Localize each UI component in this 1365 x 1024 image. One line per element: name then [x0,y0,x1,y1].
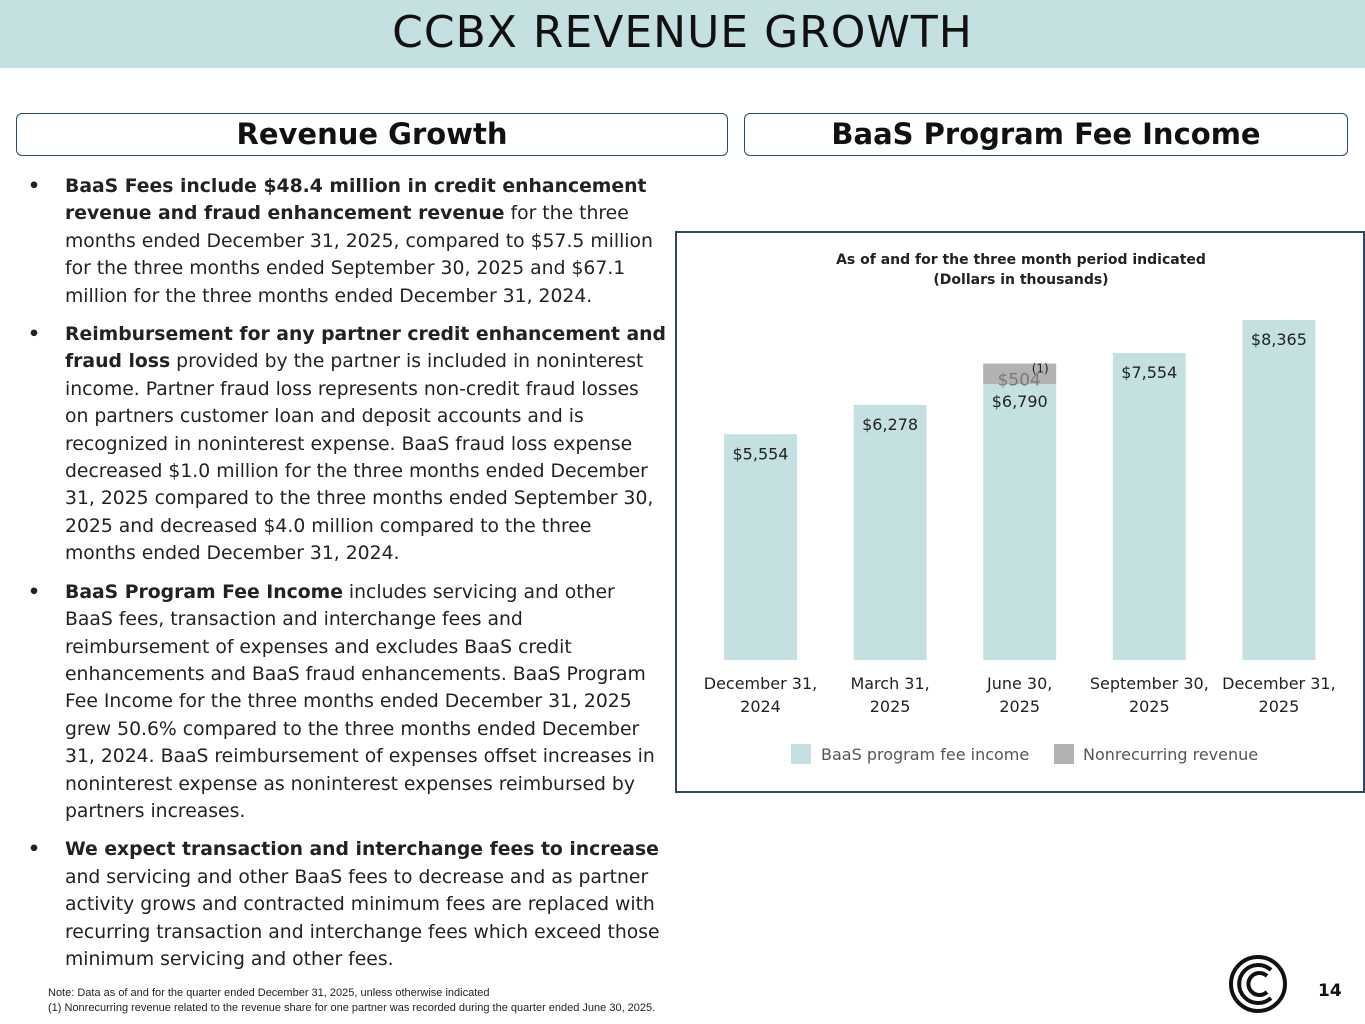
data-label-baas-fee-income: $7,554 [1121,363,1177,382]
bullet-text: for the three months ended December 31, … [65,203,653,307]
page-title: CCBX REVENUE GROWTH [392,7,973,58]
bar-nonrecurring-revenue [983,363,1057,385]
bullet-item: • Reimbursement for any partner credit en… [28,321,668,568]
legend-label-baas-fee-income: BaaS program fee income [821,745,1029,764]
bullet-list: • BaaS Fees include $48.4 million in cred… [28,173,668,984]
bullet-bold: BaaS Fees include $48.4 million in credi… [65,176,647,225]
bar-baas-fee-income [724,434,797,660]
bullet-dot: • [28,324,41,346]
chart-frame: As of and for the three month period ind… [675,231,1365,793]
x-tick-label: June 30, [986,674,1052,693]
footnotes: Note: Data as of and for the quarter end… [48,986,655,1016]
bullet-dot: • [28,581,41,603]
bullet-dot: • [28,839,41,861]
data-label-nonrecurring: $504 [998,371,1041,391]
data-label-baas-fee-income: $6,790 [992,392,1048,411]
bullet-text: includes servicing and other BaaS fees, … [65,581,655,822]
bullet-text: and servicing and other BaaS fees to dec… [65,866,660,970]
x-tick-label: 2024 [740,697,781,716]
data-label-baas-fee-income: $8,365 [1251,330,1307,349]
legend-swatch-baas-fee-income [791,744,811,764]
bullet-item: • BaaS Fees include $48.4 million in cred… [28,173,668,310]
bar-baas-fee-income [853,404,927,660]
bullet-dot: • [28,176,41,197]
chart-title: As of and for the three month period ind… [836,252,1206,268]
data-label-baas-fee-income: $6,278 [862,415,918,434]
footnote-note: Note: Data as of and for the quarter end… [48,987,490,999]
bullet-item: • We expect transaction and interchange f… [28,836,668,973]
bar-baas-fee-income [1242,320,1316,660]
baas-fee-income-header: BaaS Program Fee Income [744,113,1348,156]
legend-swatch-nonrecurring [1054,744,1074,764]
revenue-growth-header: Revenue Growth [16,113,728,156]
footnote-1: (1) Nonrecurring revenue related to the … [48,1002,656,1014]
bullet-bold: We expect transaction and interchange fe… [65,839,659,861]
title-bar: CCBX REVENUE GROWTH [0,0,1365,68]
x-tick-label: September 30, [1090,674,1209,693]
x-tick-label: 2025 [1129,697,1170,716]
legend-label-nonrecurring: Nonrecurring revenue [1083,745,1258,764]
x-tick-label: 2025 [1259,697,1300,716]
x-tick-label: 2025 [870,697,911,716]
footnote-marker: (1) [1032,362,1049,376]
x-tick-label: 2025 [999,697,1040,716]
bullet-bold: Reimbursement for any partner credit enh… [65,324,666,373]
bullet-text: provided by the partner is included in n… [65,351,654,565]
page-number: 14 [1318,981,1342,1001]
data-label-baas-fee-income: $5,554 [733,444,789,463]
x-tick-label: March 31, [850,674,929,693]
bar-chart: As of and for the three month period ind… [704,252,1336,764]
chart-subtitle: (Dollars in thousands) [933,272,1108,288]
bar-baas-fee-income [1112,352,1186,660]
bar-baas-fee-income [983,384,1057,660]
ccb-logo-icon [1229,955,1287,1013]
bullet-item: • BaaS Program Fee Income includes servic… [28,579,668,826]
x-tick-label: December 31, [1222,674,1336,693]
bullet-bold: BaaS Program Fee Income [65,581,343,603]
x-tick-label: December 31, [704,674,818,693]
